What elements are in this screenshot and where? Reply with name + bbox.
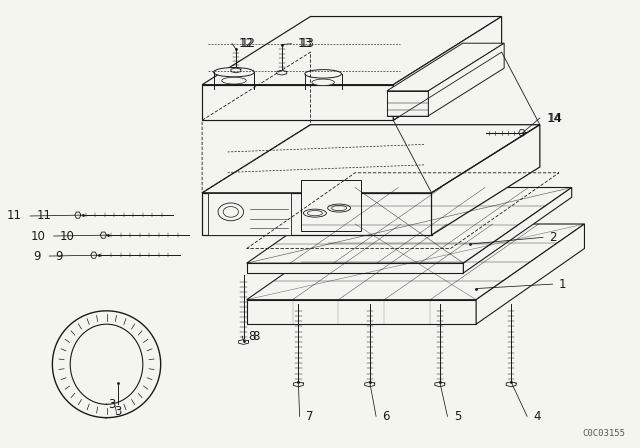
Ellipse shape [307,211,323,216]
Polygon shape [202,17,502,85]
Circle shape [223,207,239,217]
Ellipse shape [305,69,342,78]
Ellipse shape [214,68,254,77]
Text: 14: 14 [548,112,563,125]
Circle shape [218,203,244,221]
Text: 9: 9 [56,250,63,263]
Text: 3: 3 [115,405,122,418]
Polygon shape [246,263,463,273]
Ellipse shape [312,79,335,86]
Text: 4: 4 [534,410,541,423]
Polygon shape [387,43,504,91]
Text: 11: 11 [7,210,22,223]
Polygon shape [428,43,504,116]
Polygon shape [202,85,394,120]
Text: 14: 14 [546,112,561,125]
Polygon shape [246,300,476,324]
Text: 13: 13 [300,37,314,50]
Bar [301,180,362,231]
Polygon shape [246,224,584,300]
Text: 11: 11 [36,210,51,223]
Text: 9: 9 [33,250,41,263]
Polygon shape [387,91,428,116]
Text: 6: 6 [383,410,390,423]
Text: 12: 12 [239,37,253,50]
Text: 12: 12 [241,37,255,50]
Polygon shape [202,193,431,235]
Ellipse shape [303,209,326,217]
Text: 2: 2 [549,231,557,244]
Text: 7: 7 [306,410,314,423]
Polygon shape [463,188,572,273]
Polygon shape [431,125,540,235]
Text: 8: 8 [252,330,259,343]
Ellipse shape [221,77,246,84]
Polygon shape [246,188,572,263]
Text: 3: 3 [108,398,115,411]
Text: 13: 13 [298,37,312,50]
Polygon shape [476,224,584,324]
Polygon shape [202,125,540,193]
Text: 5: 5 [454,410,461,423]
Text: C0C03155: C0C03155 [583,429,626,438]
Polygon shape [394,17,502,120]
Text: 8: 8 [248,330,256,343]
Text: 1: 1 [559,278,566,291]
Text: 10: 10 [31,229,45,242]
Bar [209,193,291,235]
Text: 10: 10 [60,229,75,242]
Ellipse shape [332,206,347,211]
Ellipse shape [328,204,351,212]
